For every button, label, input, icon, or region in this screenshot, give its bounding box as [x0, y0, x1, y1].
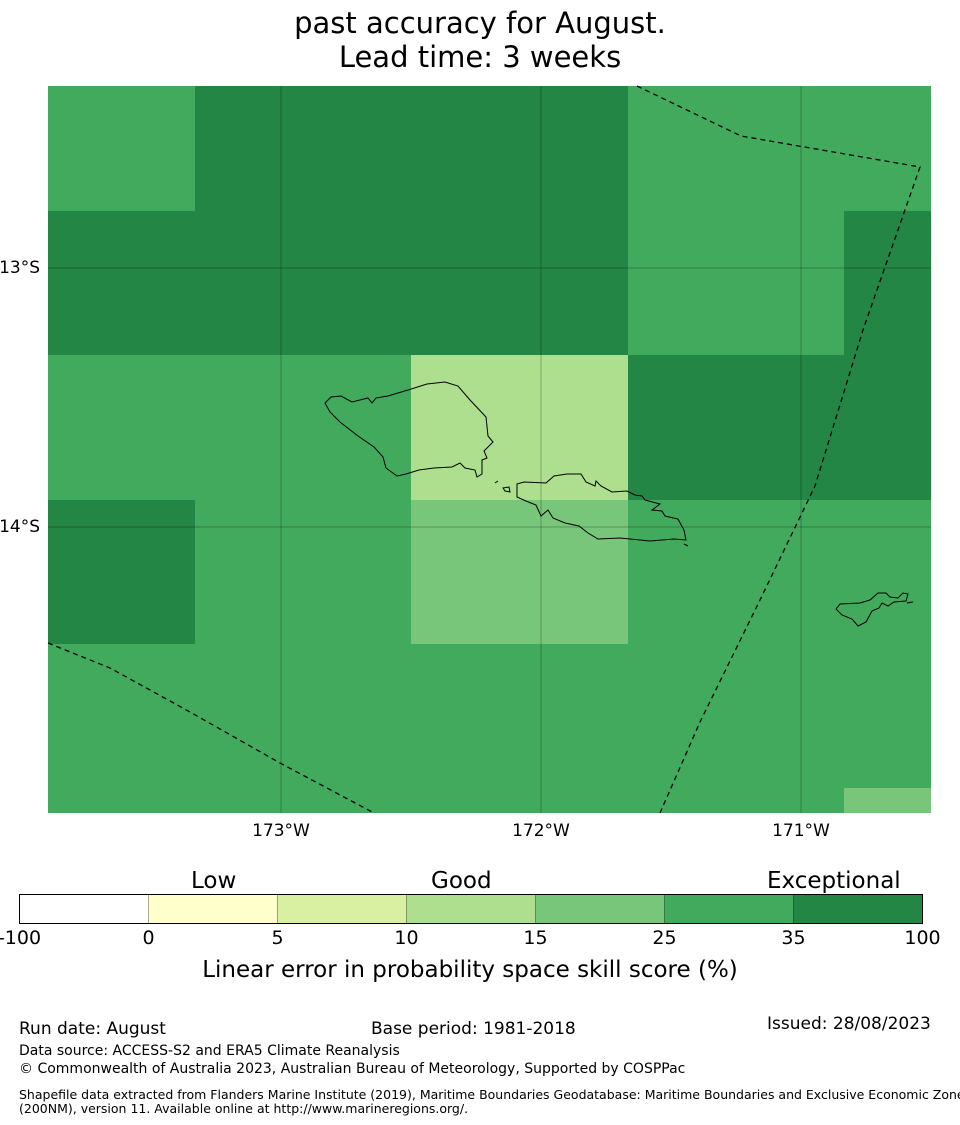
colorbar-tick-label: 35: [781, 927, 806, 949]
tutuila-east-point: [906, 601, 914, 604]
colorbar-tick-label: 5: [271, 927, 284, 949]
colorbar-tick-label: 15: [523, 927, 548, 949]
coastlines: [324, 381, 914, 627]
lon-label-171w: 171°W: [772, 821, 830, 841]
copyright: © Commonwealth of Australia 2023, Austra…: [19, 1061, 686, 1077]
grid-cell: [844, 500, 931, 644]
lon-label-173w: 173°W: [252, 821, 310, 841]
grid-cell: [195, 644, 411, 813]
colorbar-bin: [277, 894, 407, 924]
grid-cell: [195, 86, 411, 211]
shapefile-credit-line-1: Shapefile data extracted from Flanders M…: [19, 1087, 960, 1102]
colorbar-tick-label: 10: [394, 927, 419, 949]
grid-cell: [628, 211, 844, 355]
colorbar-bin: [664, 894, 794, 924]
run-date: Run date: August: [19, 1019, 166, 1039]
base-period: Base period: 1981-2018: [371, 1019, 576, 1039]
title-line-1: past accuracy for August.: [294, 6, 666, 40]
savaii-island: [324, 381, 494, 478]
grid-cell: [844, 355, 931, 500]
tutuila-island: [835, 592, 909, 627]
colorbar-bins: [19, 894, 923, 924]
skill-map: [47, 85, 931, 814]
colorbar-bin: [535, 894, 665, 924]
grid-cell: [844, 644, 931, 813]
lon-label-172w: 172°W: [512, 821, 570, 841]
grid-cell: [411, 86, 628, 211]
colorbar-tick-label: 0: [142, 927, 155, 949]
skill-grid: [48, 86, 931, 813]
colorbar-tick-label: -100: [0, 927, 42, 949]
apolima-islet: [494, 480, 499, 484]
lat-label-14s: 14°S: [0, 517, 40, 537]
graticule: [48, 86, 931, 813]
grid-cell: [411, 644, 628, 813]
eez-boundary-northeast: [636, 85, 921, 814]
grid-cell-partial: [844, 788, 931, 813]
grid-cell: [48, 86, 195, 211]
category-label-low: Low: [191, 868, 237, 894]
grid-cell: [195, 500, 411, 644]
grid-cell: [628, 500, 844, 644]
issued-date: Issued: 28/08/2023: [767, 1014, 931, 1034]
grid-cell: [411, 500, 628, 644]
upolu-island: [516, 473, 687, 542]
colorbar-bin: [19, 894, 149, 924]
eez-boundary-southwest: [47, 642, 375, 814]
eez-boundaries: [47, 85, 921, 814]
colorbar-tick-label: 100: [904, 927, 941, 949]
colorbar: [19, 894, 923, 924]
colorbar-outline: [19, 894, 923, 924]
colorbar-tick-label: 25: [652, 927, 677, 949]
grid-cell: [628, 355, 844, 500]
category-label-good: Good: [431, 868, 492, 894]
title-line-2: Lead time: 3 weeks: [338, 40, 622, 74]
grid-cell: [48, 644, 195, 813]
category-label-exceptional: Exceptional: [767, 868, 901, 894]
grid-cell: [628, 86, 844, 211]
grid-cell: [195, 355, 411, 500]
colorbar-bin: [148, 894, 278, 924]
colorbar-bin: [406, 894, 536, 924]
grid-cell: [411, 211, 628, 355]
lat-label-13s: 13°S: [0, 258, 40, 278]
colorbar-title: Linear error in probability space skill …: [202, 957, 738, 983]
grid-cell: [48, 500, 195, 644]
aunuu-islet: [683, 543, 689, 547]
data-source: Data source: ACCESS-S2 and ERA5 Climate …: [19, 1043, 400, 1059]
colorbar-bin: [793, 894, 923, 924]
grid-cell: [48, 355, 195, 500]
grid-cell: [844, 211, 931, 355]
grid-cell: [195, 211, 411, 355]
manono-islet: [502, 486, 511, 493]
grid-cell: [844, 86, 931, 211]
shapefile-credit-line-2: (200NM), version 11. Available online at…: [19, 1101, 469, 1116]
grid-cell: [628, 644, 844, 813]
grid-cell: [48, 211, 195, 355]
grid-cell: [411, 355, 628, 500]
